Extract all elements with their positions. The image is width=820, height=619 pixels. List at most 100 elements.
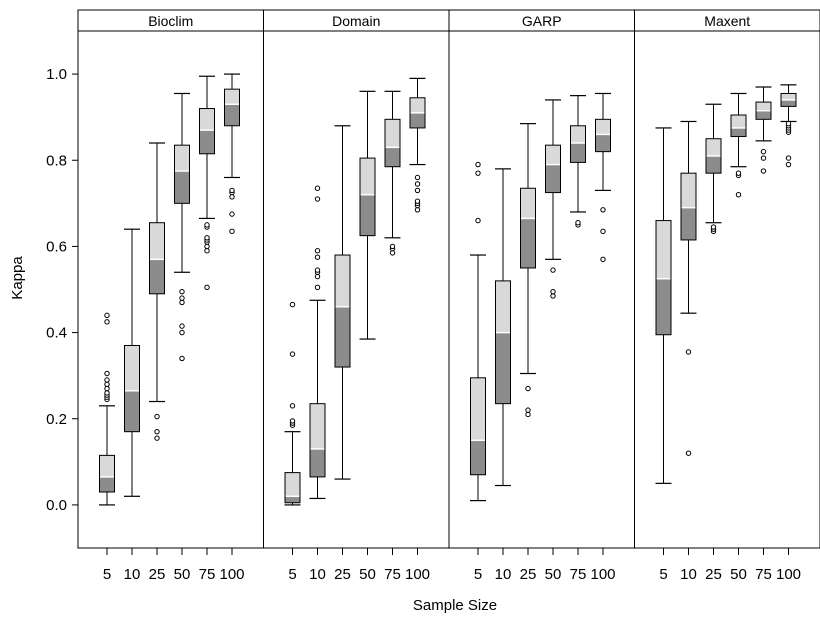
box-upper-half (100, 455, 115, 477)
box-lower-half (200, 130, 215, 154)
box-upper-half (200, 109, 215, 131)
outlier-point (551, 289, 555, 293)
outlier-point (315, 274, 319, 278)
x-tick-label: 10 (309, 566, 326, 583)
outlier-point (315, 197, 319, 201)
outlier-point (415, 208, 419, 212)
box-upper-half (285, 473, 300, 497)
outlier-point (415, 199, 419, 203)
outlier-point (415, 175, 419, 179)
x-tick-label: 25 (520, 566, 537, 583)
outlier-point (315, 268, 319, 272)
outlier-point (180, 289, 184, 293)
box-lower-half (100, 477, 115, 492)
outlier-point (180, 296, 184, 300)
outlier-point (180, 356, 184, 360)
box-upper-half (471, 378, 486, 440)
outlier-point (180, 324, 184, 328)
x-tick-label: 5 (288, 566, 296, 583)
outlier-point (390, 251, 394, 255)
outlier-point (105, 378, 109, 382)
outlier-point (230, 195, 234, 199)
box-lower-half (150, 259, 165, 293)
box-upper-half (496, 281, 511, 333)
x-tick-label: 75 (199, 566, 216, 583)
y-tick-label: 0.6 (46, 238, 67, 255)
y-tick-label: 0.2 (46, 411, 67, 428)
box-lower-half (360, 195, 375, 236)
outlier-point (415, 182, 419, 186)
x-tick-label: 75 (570, 566, 587, 583)
outlier-point (526, 386, 530, 390)
box-upper-half (596, 119, 611, 134)
box-lower-half (756, 111, 771, 120)
outlier-point (315, 255, 319, 259)
box-upper-half (731, 115, 746, 128)
outlier-point (105, 391, 109, 395)
x-tick-label: 100 (405, 566, 430, 583)
outlier-point (476, 171, 480, 175)
box-upper-half (756, 102, 771, 111)
outlier-point (290, 419, 294, 423)
outlier-point (601, 208, 605, 212)
box-lower-half (496, 333, 511, 404)
panel-title: Maxent (704, 13, 750, 29)
outlier-point (230, 229, 234, 233)
x-tick-label: 50 (174, 566, 191, 583)
outlier-point (601, 229, 605, 233)
x-tick-label: 50 (545, 566, 562, 583)
x-tick-label: 75 (384, 566, 401, 583)
y-tick-label: 0.0 (46, 497, 67, 514)
panel-title: Domain (332, 13, 380, 29)
box-lower-half (125, 391, 140, 432)
x-tick-label: 50 (730, 566, 747, 583)
outlier-point (736, 171, 740, 175)
x-axis-label: Sample Size (413, 597, 497, 614)
outlier-point (761, 156, 765, 160)
outlier-point (315, 285, 319, 289)
box-lower-half (335, 307, 350, 367)
box-upper-half (225, 89, 240, 104)
box-lower-half (410, 113, 425, 128)
y-tick-label: 0.4 (46, 325, 67, 342)
outlier-point (551, 268, 555, 272)
box-upper-half (175, 145, 190, 171)
x-tick-label: 10 (495, 566, 512, 583)
x-tick-label: 25 (705, 566, 722, 583)
outlier-point (526, 408, 530, 412)
box-upper-half (656, 221, 671, 279)
outlier-point (105, 371, 109, 375)
outlier-point (205, 223, 209, 227)
box-upper-half (571, 126, 586, 143)
outlier-point (180, 330, 184, 334)
box-lower-half (706, 156, 721, 173)
box-lower-half (521, 218, 536, 268)
box-lower-half (385, 147, 400, 166)
box-lower-half (656, 279, 671, 335)
outlier-point (526, 412, 530, 416)
box-upper-half (360, 158, 375, 195)
outlier-point (205, 244, 209, 248)
outlier-point (786, 121, 790, 125)
panel-title: GARP (522, 13, 562, 29)
box-lower-half (471, 440, 486, 474)
box-lower-half (731, 128, 746, 137)
panel-title: Bioclim (148, 13, 193, 29)
box-upper-half (546, 145, 561, 164)
box-upper-half (125, 346, 140, 391)
x-tick-label: 5 (474, 566, 482, 583)
box-lower-half (681, 208, 696, 240)
outlier-point (205, 236, 209, 240)
outlier-point (105, 320, 109, 324)
box-lower-half (310, 449, 325, 477)
x-tick-label: 100 (590, 566, 615, 583)
box-lower-half (285, 496, 300, 502)
box-upper-half (681, 173, 696, 207)
outlier-point (476, 162, 480, 166)
box-lower-half (571, 143, 586, 162)
box-lower-half (175, 171, 190, 203)
outlier-point (290, 404, 294, 408)
box-upper-half (706, 139, 721, 156)
x-tick-label: 5 (103, 566, 111, 583)
